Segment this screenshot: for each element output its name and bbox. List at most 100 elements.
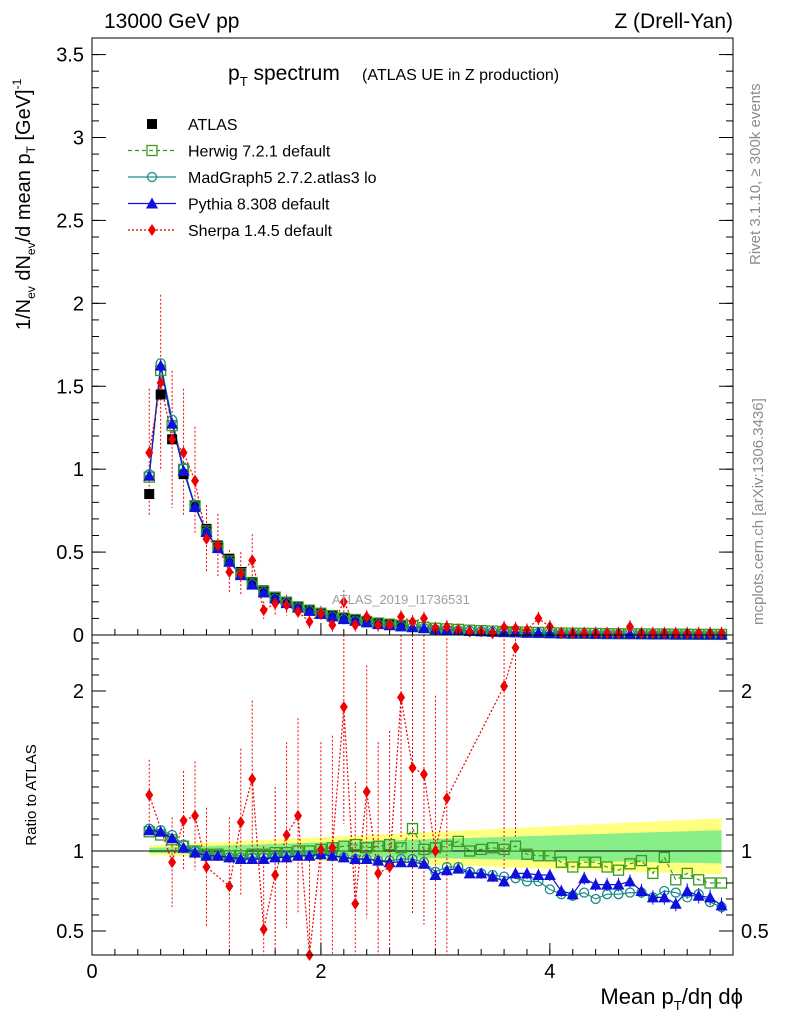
ratio-point-sherpa <box>385 861 394 873</box>
ratio-point-sherpa <box>397 691 406 704</box>
ylabel-exp: -1 <box>10 78 24 89</box>
header-right: Z (Drell-Yan) <box>614 10 733 33</box>
ratio-point-pythia <box>612 878 625 890</box>
y-tick-label: 2.5 <box>56 210 84 232</box>
point-sherpa <box>717 627 726 640</box>
point-sherpa <box>397 610 406 623</box>
ratio-point-pythia <box>292 849 305 861</box>
ratio-point-herwig <box>441 840 453 852</box>
point-pythia <box>177 464 190 476</box>
ratio-tick-label-right: 0.5 <box>741 921 769 943</box>
ratio-point-herwig <box>612 864 625 876</box>
ratio-point-pythia <box>337 851 350 863</box>
series-ratio-line-sherpa <box>148 647 517 956</box>
point-sherpa <box>500 621 509 634</box>
legend-marker-atlas <box>147 119 157 129</box>
point-sherpa <box>168 433 177 446</box>
ratio-point-herwig <box>555 856 567 868</box>
point-sherpa <box>339 595 348 608</box>
ratio-point-pythia <box>658 891 671 903</box>
ratio-point-madgraph <box>544 884 556 895</box>
ratio-point-herwig <box>589 856 602 868</box>
ratio-point-pythia <box>200 849 213 861</box>
ratio-point-pythia <box>280 851 293 863</box>
ratio-point-herwig <box>361 842 373 854</box>
ratio-point-pythia <box>578 872 591 884</box>
ratio-point-herwig <box>464 845 476 857</box>
ratio-point-pythia <box>395 856 408 868</box>
ratio-point-pythia <box>189 846 202 858</box>
legend-marker-madgraph <box>146 171 158 183</box>
ratio-point-sherpa <box>408 761 417 774</box>
ratio-point-herwig <box>452 835 464 848</box>
ylabel-part2: dN <box>13 255 35 286</box>
ratio-point-herwig <box>681 867 693 880</box>
point-sherpa <box>603 627 612 640</box>
ratio-point-herwig <box>635 854 648 867</box>
point-sherpa <box>511 622 520 635</box>
point-pythia <box>246 578 259 590</box>
ratio-tick-label: 2 <box>73 681 84 703</box>
ratio-point-sherpa <box>351 897 360 910</box>
ylabel-ev2: ev <box>24 242 38 255</box>
point-sherpa <box>213 539 222 552</box>
title-sub: T <box>240 74 248 89</box>
ratio-point-madgraph <box>670 887 681 898</box>
point-sherpa <box>431 622 440 635</box>
ratio-point-herwig <box>521 848 533 860</box>
point-sherpa <box>191 474 200 487</box>
ratio-point-pythia <box>623 875 636 887</box>
ratio-point-sherpa <box>168 856 177 869</box>
ratio-point-herwig <box>418 843 430 856</box>
point-sherpa <box>282 599 291 612</box>
ratio-tick-label-right: 1 <box>741 841 752 863</box>
ratio-point-herwig <box>544 850 556 862</box>
plot-title-detail: (ATLAS UE in Z production) <box>362 67 559 84</box>
ratio-point-pythia <box>177 841 190 853</box>
ratio-point-herwig <box>658 851 670 864</box>
ratio-point-herwig <box>578 856 590 868</box>
ratio-point-sherpa <box>294 809 303 822</box>
point-pythia <box>223 555 236 567</box>
y-tick-label: 0.5 <box>56 542 84 564</box>
plot-title: pT spectrum <box>228 62 340 89</box>
ratio-point-pythia <box>566 888 579 900</box>
point-sherpa <box>408 615 417 628</box>
ratio-point-sherpa <box>271 869 280 881</box>
ratio-plot <box>143 635 728 961</box>
ratio-point-madgraph <box>579 887 590 898</box>
point-atlas <box>144 489 155 500</box>
point-sherpa <box>328 619 337 632</box>
ratio-point-madgraph <box>601 889 613 900</box>
ratio-point-herwig <box>693 874 705 886</box>
point-sherpa <box>385 619 394 632</box>
y-tick-label: 1.5 <box>56 376 84 398</box>
ratio-point-pythia <box>635 885 648 896</box>
ratio-point-herwig <box>704 877 716 889</box>
ratio-point-pythia <box>429 869 442 880</box>
legend-marker-sherpa <box>148 224 156 236</box>
ratio-point-sherpa <box>179 814 188 827</box>
point-sherpa <box>145 446 154 459</box>
ratio-point-madgraph <box>613 889 624 900</box>
ratio-point-herwig <box>498 843 510 856</box>
ratio-point-pythia <box>704 891 717 903</box>
ratio-point-herwig <box>406 822 419 835</box>
legend-marker-herwig <box>146 144 158 157</box>
point-pythia <box>189 500 202 512</box>
y-tick-label: 3.5 <box>56 45 84 67</box>
xlabel-T: T <box>674 998 682 1013</box>
ratio-point-herwig <box>601 861 613 873</box>
ratio-point-sherpa <box>374 867 383 880</box>
ratio-point-pythia <box>555 885 568 896</box>
ratio-point-pythia <box>475 867 488 879</box>
point-pythia <box>395 620 408 632</box>
ratio-point-herwig <box>670 874 682 886</box>
ratio-point-herwig <box>509 840 522 852</box>
ratio-point-herwig <box>372 840 384 852</box>
rivet-label: Rivet 3.1.10, ≥ 300k events <box>747 83 764 265</box>
point-sherpa <box>294 605 303 618</box>
y-axis-label: 1/Nev dNev/d mean pT [GeV]-1 <box>10 78 38 330</box>
point-sherpa <box>694 627 703 640</box>
x-axis-label: Mean pT/dη dϕ <box>600 984 743 1013</box>
